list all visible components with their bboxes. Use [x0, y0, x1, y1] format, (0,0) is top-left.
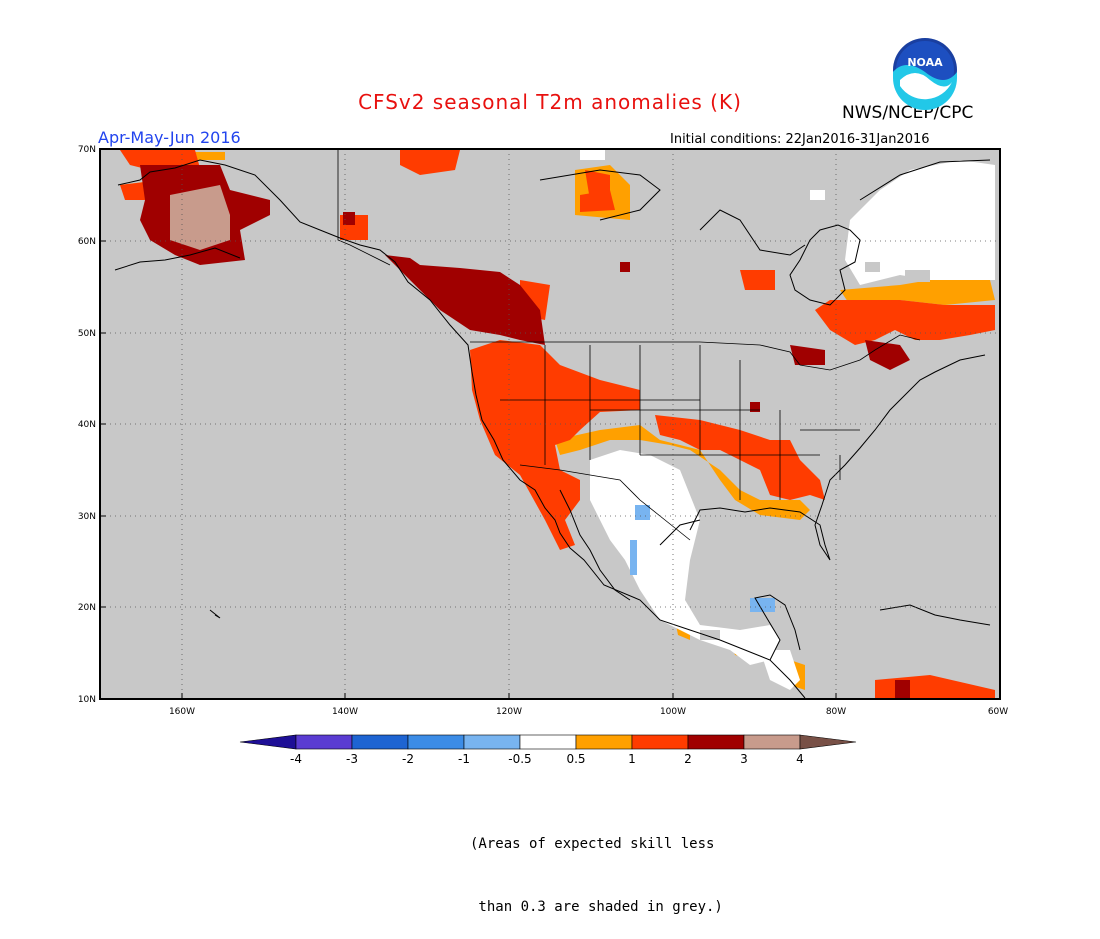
colorbar-label: 0.5	[566, 752, 585, 766]
lon-label: 140W	[332, 707, 358, 717]
colorbar-arrow-low	[239, 734, 297, 750]
graticule	[100, 149, 1000, 699]
coastlines	[114, 159, 991, 699]
lat-label: 40N	[78, 420, 96, 430]
colorbar-label: -0.5	[508, 752, 531, 766]
lon-label: 60W	[988, 707, 1008, 717]
axis-ticks	[100, 148, 1001, 700]
lon-label: 80W	[826, 707, 846, 717]
colorbar-segment	[519, 734, 577, 750]
anomaly-3-4	[170, 185, 230, 250]
lat-label: 50N	[78, 329, 96, 339]
political-borders	[337, 150, 921, 541]
colorbar-segment	[407, 734, 465, 750]
anomaly-map-figure: NOAA	[78, 38, 1008, 766]
latitude-labels: 70N 60N 50N 40N 30N 20N 10N	[78, 145, 96, 705]
skill-note: (Areas of expected skill less than 0.3 a…	[470, 792, 723, 939]
colorbar-segment	[295, 734, 353, 750]
colorbar-label: 4	[796, 752, 804, 766]
colorbar-label: -4	[290, 752, 302, 766]
map-title: CFSv2 seasonal T2m anomalies (K)	[358, 90, 742, 114]
initial-conditions-label: Initial conditions: 22Jan2016-31Jan2016	[670, 132, 930, 147]
skill-note-line1: (Areas of expected skill less	[470, 836, 715, 852]
period-label: Apr-May-Jun 2016	[98, 128, 241, 147]
skill-note-line2: than 0.3 are shaded in grey.)	[470, 899, 723, 915]
colorbar-label: -1	[458, 752, 470, 766]
colorbar-label: 1	[628, 752, 636, 766]
colorbar-segment	[575, 734, 633, 750]
lat-label: 20N	[78, 603, 96, 613]
lat-label: 70N	[78, 145, 96, 155]
lon-label: 120W	[496, 707, 522, 717]
colorbar-arrow-high	[799, 734, 857, 750]
lon-label: 100W	[660, 707, 686, 717]
colorbar-label: 2	[684, 752, 692, 766]
colorbar-segment	[743, 734, 801, 750]
colorbar-label: -3	[346, 752, 358, 766]
lon-label: 160W	[169, 707, 195, 717]
colorbar-segment	[351, 734, 409, 750]
colorbar	[239, 734, 857, 750]
colorbar-label: 3	[740, 752, 748, 766]
lat-label: 60N	[78, 237, 96, 247]
lat-label: 30N	[78, 512, 96, 522]
anomaly-negative	[630, 505, 775, 612]
colorbar-label: -2	[402, 752, 414, 766]
colorbar-labels: -4 -3 -2 -1 -0.5 0.5 1 2 3 4	[290, 752, 804, 766]
noaa-logo: NOAA	[893, 38, 957, 110]
colorbar-segment	[631, 734, 689, 750]
organization-label: NWS/NCEP/CPC	[842, 103, 974, 123]
low-skill-cells	[590, 262, 930, 640]
lat-label: 10N	[78, 695, 96, 705]
noaa-logo-text: NOAA	[907, 56, 943, 69]
colorbar-segment	[463, 734, 521, 750]
colorbar-segment	[687, 734, 745, 750]
longitude-labels: 160W 140W 120W 100W 80W 60W	[169, 707, 1008, 717]
